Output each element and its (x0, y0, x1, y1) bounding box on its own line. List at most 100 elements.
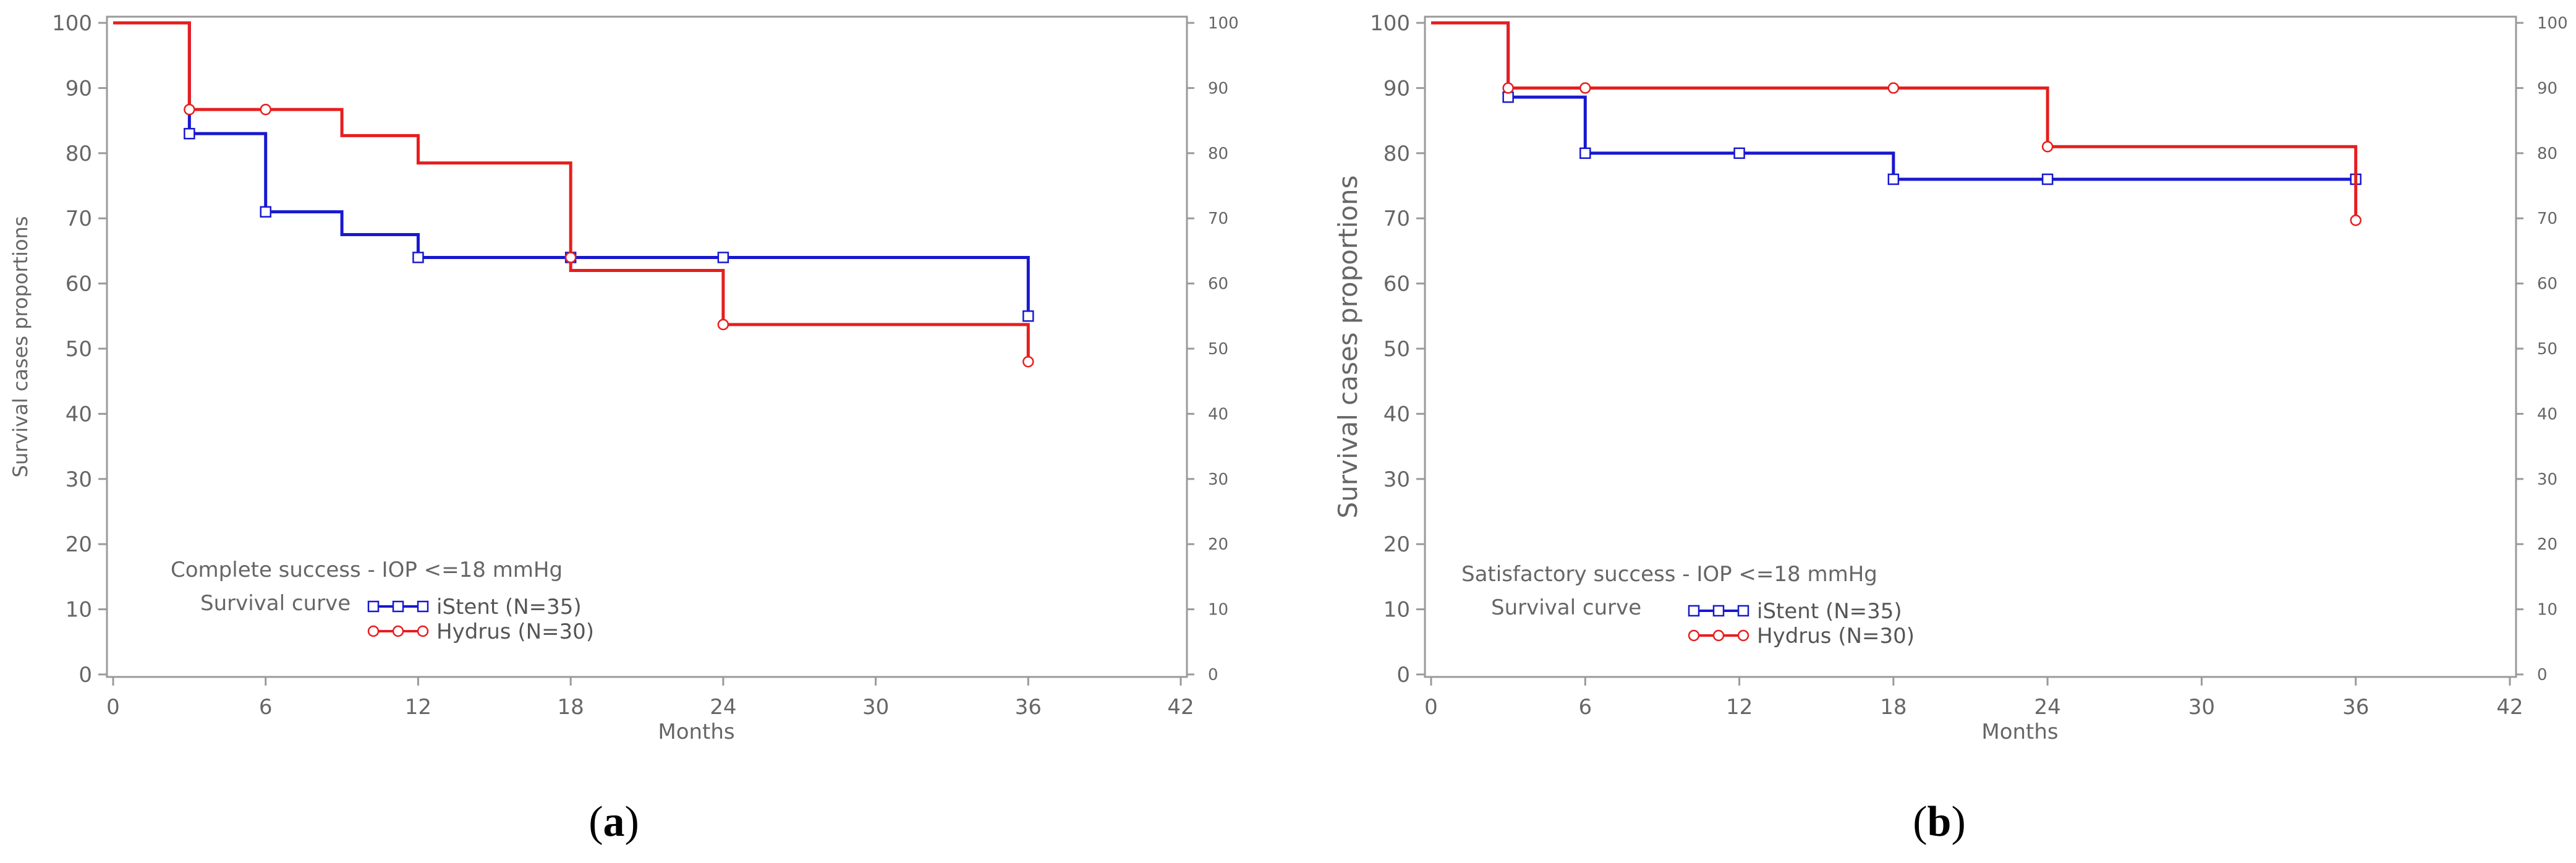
series-line-hydrus (1431, 21, 2358, 221)
censor-marker-istent (717, 252, 729, 263)
censor-marker-hydrus (564, 252, 577, 263)
censor-marker-istent (260, 206, 271, 218)
x-tick-label: 18 (1880, 695, 1906, 720)
y-tick-label-right: 70 (2537, 210, 2557, 228)
plot-frame (1424, 15, 2517, 678)
y-tick-label: 10 (66, 598, 92, 623)
legend-subtitle: Survival curve (1491, 595, 1641, 620)
x-tick-label: 30 (862, 695, 889, 720)
y-tick-label-right: 50 (2537, 340, 2557, 359)
series-line-istent (1431, 21, 2356, 181)
y-tick-label: 40 (66, 402, 92, 427)
y-tick-label: 100 (1370, 11, 1410, 36)
legend-entry-hydrus: Hydrus (N=30) (436, 619, 594, 644)
legend-title: Complete success - IOP <=18 mmHg (171, 558, 563, 582)
legend-entry-hydrus: Hydrus (N=30) (1757, 624, 1915, 648)
y-tick-label: 50 (66, 337, 92, 362)
censor-marker-hydrus (260, 103, 271, 116)
x-tick-label: 30 (2188, 695, 2215, 720)
caption-close-paren: ) (625, 798, 639, 846)
y-axis-label: Survival cases proportions (1333, 175, 1363, 518)
censor-marker-hydrus (1579, 82, 1591, 94)
x-tick-label: 42 (1167, 695, 1194, 720)
plot-frame (106, 15, 1188, 678)
y-tick-label: 90 (66, 76, 92, 101)
y-tick-label: 0 (79, 663, 92, 687)
censor-marker-istent (1733, 147, 1745, 159)
censor-marker-hydrus (1502, 82, 1514, 94)
y-tick-label-right: 80 (2537, 145, 2557, 163)
y-tick-label-right: 30 (1208, 470, 1228, 489)
censor-marker-hydrus (717, 318, 729, 331)
y-tick-label: 80 (66, 142, 92, 166)
censor-marker-hydrus (184, 103, 195, 116)
x-tick-label: 6 (1578, 695, 1592, 720)
y-tick-label-right: 0 (2537, 666, 2548, 684)
series-line-hydrus (113, 21, 1030, 362)
censor-marker-hydrus (2350, 215, 2361, 226)
x-tick-label: 0 (106, 695, 120, 720)
y-tick-label: 80 (1384, 142, 1410, 166)
legend-marker-istent (367, 600, 380, 613)
legend-marker-hydrus (367, 625, 380, 637)
y-tick-label: 60 (1384, 272, 1410, 297)
y-tick-label: 30 (1384, 467, 1410, 492)
caption-letter: b (1928, 798, 1952, 846)
x-tick-label: 42 (2496, 695, 2523, 720)
legend-subtitle: Survival curve (200, 591, 351, 616)
x-tick-label: 18 (558, 695, 584, 720)
legend-title: Satisfactory success - IOP <=18 mmHg (1461, 562, 1877, 587)
y-tick-label-right: 90 (2537, 79, 2557, 98)
legend-marker-istent (1688, 605, 1700, 617)
y-tick-label: 70 (1384, 206, 1410, 231)
legend-marker-istent (417, 600, 429, 613)
y-tick-label-right: 10 (2537, 601, 2557, 619)
y-tick-label-right: 60 (1208, 275, 1228, 294)
censor-marker-istent (412, 252, 424, 263)
x-tick-label: 0 (1424, 695, 1438, 720)
panel-caption: (b) (1913, 798, 1966, 846)
y-tick-label-right: 20 (1208, 535, 1228, 554)
y-tick-label-right: 50 (1208, 340, 1228, 359)
y-tick-label: 0 (1396, 663, 1410, 687)
legend-marker-hydrus (392, 625, 404, 637)
y-tick-label: 20 (1384, 532, 1410, 557)
legend-marker-hydrus (1712, 629, 1725, 642)
y-axis-label: Survival cases proportions (9, 216, 32, 478)
legend-entry-istent: iStent (N=35) (1757, 599, 1902, 624)
y-tick-label-right: 100 (2537, 14, 2568, 33)
y-tick-label: 90 (1384, 76, 1410, 101)
x-tick-label: 24 (2034, 695, 2061, 720)
censor-marker-istent (1022, 310, 1034, 322)
y-tick-label: 30 (66, 467, 92, 492)
y-tick-label: 100 (52, 11, 92, 36)
censor-marker-istent (2041, 173, 2054, 185)
y-tick-label-right: 20 (2537, 535, 2557, 554)
legend-marker-hydrus (1737, 629, 1749, 642)
y-tick-label: 50 (1384, 337, 1410, 362)
legend-entry-istent: iStent (N=35) (436, 595, 582, 619)
x-tick-label: 24 (710, 695, 736, 720)
censor-marker-hydrus (1022, 355, 1034, 368)
legend-marker-istent (392, 600, 404, 613)
y-tick-label: 60 (66, 272, 92, 297)
censor-marker-istent (1579, 147, 1591, 159)
caption-open-paren: ( (589, 798, 603, 846)
caption-close-paren: ) (1951, 798, 1965, 846)
y-tick-label-right: 90 (1208, 79, 1228, 98)
legend-marker-istent (1737, 605, 1749, 617)
censor-marker-hydrus (1887, 82, 1900, 94)
caption-letter: a (603, 798, 625, 846)
x-tick-label: 36 (1015, 695, 1042, 720)
x-tick-label: 12 (1726, 695, 1753, 720)
legend-marker-istent (1712, 605, 1725, 617)
y-tick-label-right: 0 (1208, 666, 1218, 684)
censor-marker-hydrus (2041, 141, 2054, 153)
y-tick-label: 70 (66, 206, 92, 231)
caption-open-paren: ( (1913, 798, 1927, 846)
y-tick-label-right: 70 (1208, 210, 1228, 228)
censor-marker-istent (1887, 173, 1900, 185)
